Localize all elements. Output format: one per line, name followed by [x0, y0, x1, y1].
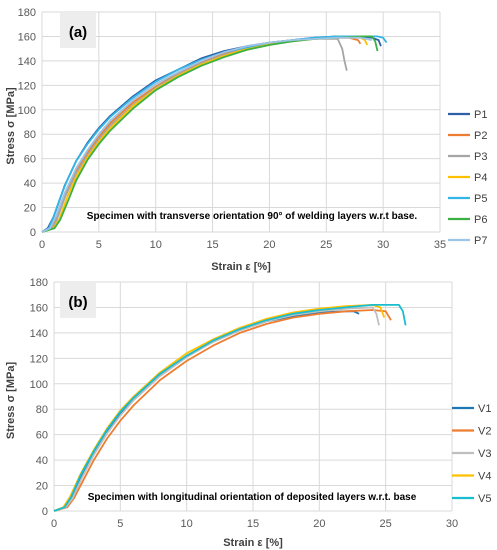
y-tick-label: 20 — [24, 203, 36, 215]
legend-label-v2: V2 — [478, 426, 491, 438]
y-tick-label: 60 — [36, 430, 48, 442]
legend-label-p1: P1 — [474, 109, 487, 121]
y-tick-label: 80 — [24, 129, 36, 141]
y-tick-label: 180 — [30, 277, 48, 289]
y-tick-label: 100 — [30, 379, 48, 391]
x-axis-title: Strain ε [%] — [223, 537, 283, 549]
x-tick-label: 15 — [247, 518, 259, 530]
x-axis-title: Strain ε [%] — [211, 261, 271, 273]
panel-label-box — [60, 13, 96, 48]
x-tick-label: 35 — [434, 239, 446, 251]
x-tick-label: 20 — [313, 518, 325, 530]
y-tick-label: 20 — [36, 481, 48, 493]
legend-label-p7: P7 — [474, 235, 487, 247]
x-tick-label: 15 — [206, 239, 218, 251]
legend-label-p6: P6 — [474, 214, 487, 226]
y-tick-label: 160 — [18, 31, 36, 43]
x-tick-label: 25 — [320, 239, 332, 251]
x-tick-label: 5 — [96, 239, 102, 251]
panel-label: (b) — [68, 294, 87, 311]
legend-label-v3: V3 — [478, 448, 491, 460]
y-tick-label: 120 — [18, 80, 36, 92]
x-tick-label: 20 — [263, 239, 275, 251]
x-tick-label: 10 — [150, 239, 162, 251]
legend-label-p3: P3 — [474, 151, 487, 163]
legend-label-v5: V5 — [478, 493, 491, 505]
y-tick-label: 120 — [30, 353, 48, 365]
x-tick-label: 0 — [51, 518, 57, 530]
series-line-v2 — [53, 309, 392, 512]
legend-label-p4: P4 — [474, 172, 487, 184]
y-tick-label: 180 — [18, 7, 36, 19]
chart-panel-a: 0 20 40 60 80 100 120 140 160 180 0 5 10 15 20 25 30 35 Sp… — [5, 7, 487, 273]
legend-label-p5: P5 — [474, 193, 487, 205]
y-axis-title: Stress σ [MPa] — [5, 362, 17, 440]
legend-label-v1: V1 — [478, 403, 491, 415]
x-tick-label: 10 — [181, 518, 193, 530]
y-tick-label: 140 — [18, 56, 36, 68]
y-tick-label: 60 — [24, 154, 36, 166]
series-line-v3 — [53, 306, 380, 512]
y-tick-label: 160 — [30, 302, 48, 314]
y-axis-title: Stress σ [MPa] — [5, 87, 17, 165]
x-tick-label: 30 — [377, 239, 389, 251]
panel-label-box — [60, 283, 96, 318]
chart-annotation: Specimen with transverse orientation 90°… — [87, 211, 418, 222]
legend-label-v4: V4 — [478, 471, 491, 483]
x-tick-label: 5 — [117, 518, 123, 530]
y-tick-label: 40 — [36, 455, 48, 467]
y-tick-label: 0 — [42, 506, 48, 518]
x-tick-label: 0 — [39, 239, 45, 251]
chart-panel-b: 0 20 40 60 80 100 120 140 160 180 0 5 10 15 20 25 30 Spec… — [5, 277, 491, 549]
series-line-p7 — [41, 36, 372, 233]
x-tick-label: 30 — [446, 518, 458, 530]
y-tick-label: 100 — [18, 105, 36, 117]
y-tick-label: 140 — [30, 328, 48, 340]
y-tick-label: 80 — [36, 404, 48, 416]
legend-label-p2: P2 — [474, 130, 487, 142]
x-tick-label: 25 — [380, 518, 392, 530]
chart-annotation: Specimen with longitudinal orientation o… — [88, 492, 417, 503]
y-tick-label: 0 — [30, 227, 36, 239]
y-tick-label: 40 — [24, 178, 36, 190]
series-line-v5 — [53, 303, 407, 512]
panel-label: (a) — [69, 24, 87, 41]
